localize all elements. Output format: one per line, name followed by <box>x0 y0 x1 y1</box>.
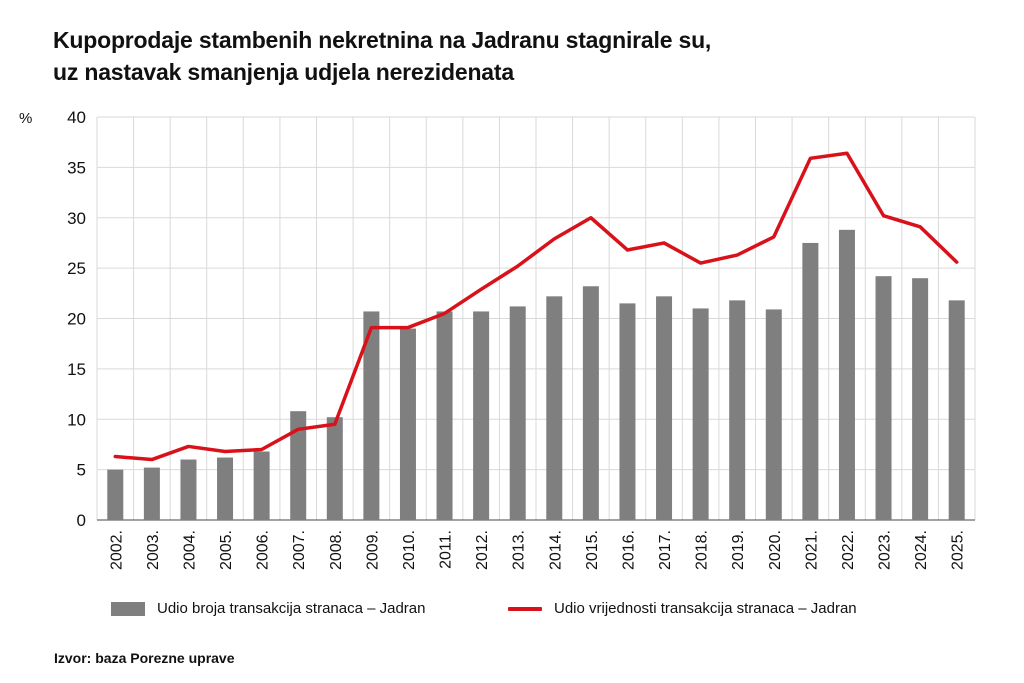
legend-label-line: Udio vrijednosti transakcija stranaca – … <box>554 600 857 617</box>
x-tick-label: 2020. <box>767 530 784 570</box>
x-tick-label: 2002. <box>108 530 125 570</box>
bar-2002. <box>107 469 124 520</box>
bar-2015. <box>582 286 599 520</box>
x-tick-label: 2015. <box>584 530 601 570</box>
x-tick-label: 2007. <box>291 530 308 570</box>
source-note: Izvor: baza Porezne uprave <box>54 650 235 666</box>
bar-2023. <box>875 276 892 520</box>
bar-2025. <box>948 300 965 520</box>
x-tick-label: 2024. <box>913 530 930 570</box>
y-tick-label: 0 <box>77 511 86 530</box>
bar-2013. <box>509 306 526 520</box>
x-tick-label: 2013. <box>511 530 528 570</box>
x-tick-label: 2025. <box>950 530 967 570</box>
bar-2005. <box>217 457 234 520</box>
x-tick-label: 2018. <box>694 530 711 570</box>
x-tick-label: 2006. <box>255 530 272 570</box>
x-tick-label: 2012. <box>474 530 491 570</box>
legend-item-bar: Udio broja transakcija stranaca – Jadran <box>111 600 425 617</box>
bar-series <box>107 229 965 520</box>
x-tick-label: 2003. <box>145 530 162 570</box>
legend-label-bar: Udio broja transakcija stranaca – Jadran <box>157 600 426 617</box>
line-series <box>113 151 959 462</box>
x-tick-label: 2016. <box>620 530 637 570</box>
bar-2020. <box>765 309 782 520</box>
y-tick-label: 25 <box>67 259 86 278</box>
y-tick-label: 20 <box>67 310 86 329</box>
x-tick-label: 2014. <box>547 530 564 570</box>
y-tick-label: 5 <box>77 461 86 480</box>
bar-2010. <box>399 328 416 520</box>
x-tick-label: 2008. <box>328 530 345 570</box>
bar-2021. <box>802 242 819 520</box>
bar-2011. <box>436 311 453 520</box>
line-series-path <box>113 151 959 462</box>
bar-2009. <box>363 311 380 520</box>
bar-2008. <box>326 417 343 520</box>
bar-2004. <box>180 459 197 520</box>
x-tick-label: 2011. <box>438 530 455 569</box>
legend-item-line: Udio vrijednosti transakcija stranaca – … <box>508 600 857 617</box>
bar-2022. <box>838 229 855 520</box>
legend-swatch-line <box>508 606 542 611</box>
bar-2007. <box>290 411 307 520</box>
y-tick-label: 15 <box>67 360 86 379</box>
legend: Udio broja transakcija stranaca – Jadran… <box>0 600 1024 630</box>
chart-title-line-1: Kupoprodaje stambenih nekretnina na Jadr… <box>53 27 712 53</box>
x-tick-label: 2019. <box>730 530 747 570</box>
bar-2006. <box>253 451 270 520</box>
bar-2019. <box>729 300 746 520</box>
x-tick-label: 2023. <box>877 530 894 570</box>
x-tick-label: 2010. <box>401 530 418 570</box>
x-tick-label: 2009. <box>364 530 381 570</box>
bar-2016. <box>619 303 636 520</box>
x-tick-label: 2005. <box>218 530 235 570</box>
y-axis-unit-label: % <box>19 110 33 127</box>
x-tick-label: 2004. <box>181 530 198 570</box>
bar-2017. <box>656 296 673 520</box>
x-tick-label: 2022. <box>840 530 857 570</box>
y-tick-label: 35 <box>67 158 86 177</box>
legend-swatch-bar <box>111 601 145 616</box>
x-axis-ticks: 2002. 2003. 2004. 2005. 2006. 2007. 2008. 2009.… <box>108 530 966 570</box>
chart-title-line-2: uz nastavak smanjenja udjela nerezidenat… <box>53 59 514 85</box>
y-tick-label: 10 <box>67 410 86 429</box>
bar-2018. <box>692 308 709 520</box>
x-tick-label: 2021. <box>803 530 820 570</box>
y-tick-label: 40 <box>67 108 86 127</box>
chart-title: Kupoprodaje stambenih nekretnina na Jadr… <box>53 24 993 88</box>
bar-2003. <box>143 467 160 520</box>
bar-2024. <box>912 278 929 520</box>
bar-2014. <box>546 296 563 520</box>
bar-2012. <box>473 311 490 520</box>
y-tick-label: 30 <box>67 209 86 228</box>
x-tick-label: 2017. <box>657 530 674 570</box>
y-axis-ticks: 0 5 10 15 20 25 30 35 40 <box>67 108 86 530</box>
